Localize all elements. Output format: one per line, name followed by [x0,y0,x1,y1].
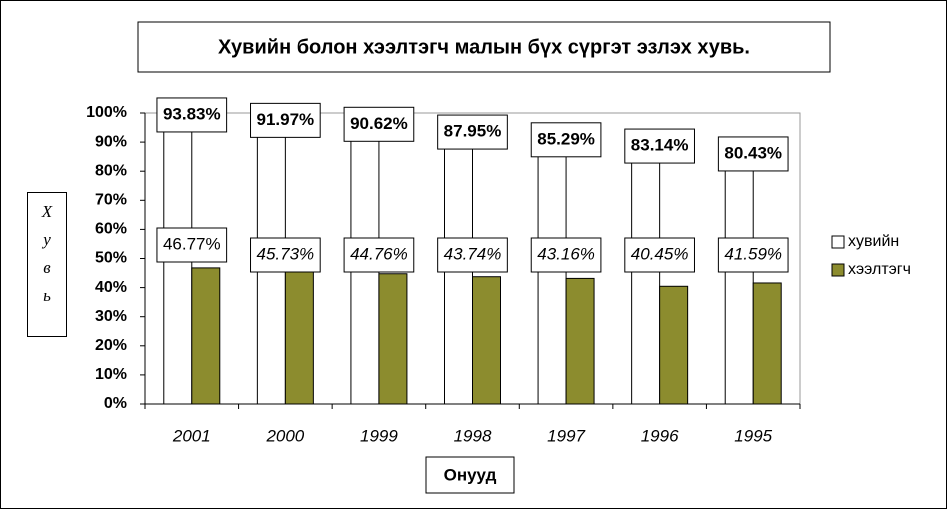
x-tick-label: 2001 [172,426,211,445]
y-tick-label: 20% [95,337,127,354]
legend-swatch [831,263,845,277]
bar [565,277,595,405]
data-label-box [437,237,508,273]
bar [472,276,501,405]
data-label-box [250,237,321,273]
data-label-box [530,122,602,158]
y-tick-label: 90% [95,133,127,150]
data-label-box [250,102,321,138]
data-label: 43.74% [444,244,502,263]
data-label: 87.95% [444,122,502,141]
bar [631,161,661,405]
data-label: 91.97% [257,110,315,129]
y-tick-label: 100% [86,104,127,121]
bar [659,285,689,405]
bar [752,282,782,405]
xlabel-box [425,456,515,494]
x-tick-label: 1996 [641,426,679,445]
data-label: 43.16% [537,244,595,263]
title-box [137,21,831,73]
legend-label: хээлтэгч [848,261,911,278]
x-axis-label: Онууд [444,465,497,484]
data-label-box [530,237,602,273]
data-label: 45.73% [257,244,315,263]
y-tick-label: 0% [104,395,127,412]
bar [444,147,473,405]
legend-label: хувийн [848,233,899,250]
y-tick-label: 80% [95,162,127,179]
data-label-box [156,227,228,263]
data-label-box [624,237,695,273]
x-tick-label: 1999 [360,426,398,445]
y-tick-label: 30% [95,308,127,325]
bar [378,273,408,405]
y-tick-label: 60% [95,221,127,238]
x-tick-label: 1995 [734,426,772,445]
bar [284,270,314,405]
y-tick-label: 40% [95,279,127,296]
data-label-box [717,136,789,172]
bar [163,130,193,405]
y-tick-label: 50% [95,250,127,267]
bar [724,169,754,405]
data-label: 90.62% [350,114,408,133]
data-label-box [156,97,228,133]
data-label: 41.59% [724,244,782,263]
data-label-box [717,237,789,273]
data-label: 44.76% [350,244,408,263]
x-tick-label: 1997 [547,426,585,445]
data-label: 80.43% [724,143,782,162]
data-label: 85.29% [537,129,595,148]
y-tick-label: 70% [95,192,127,209]
data-label: 83.14% [631,136,689,155]
data-label: 46.77% [163,234,221,253]
chart-title: Хувийн болон хээлтэгч малын бүх сүргэт э… [218,36,750,58]
x-tick-label: 2000 [265,426,304,445]
y-axis-label: Хувь [27,192,67,337]
data-label-box [343,106,415,142]
data-label-box [624,128,695,164]
data-label: 93.83% [163,104,221,123]
data-label-box [343,237,415,273]
y-tick-label: 10% [95,366,127,383]
data-label: 40.45% [631,244,689,263]
data-label-box [437,114,508,150]
x-tick-label: 1998 [454,426,492,445]
bar [537,155,567,405]
legend-swatch [831,235,845,249]
bar [191,267,221,405]
